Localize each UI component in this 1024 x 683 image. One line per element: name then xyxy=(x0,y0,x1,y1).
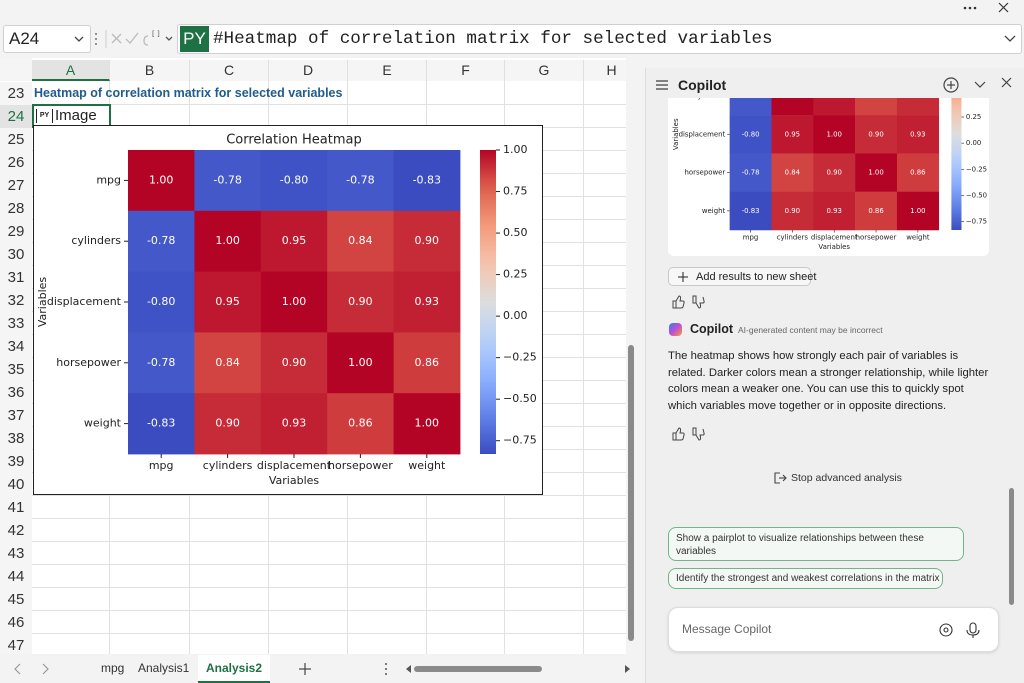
input-placeholder: Message Copilot xyxy=(682,622,772,636)
row-number: 25 xyxy=(0,127,32,151)
add-results-button[interactable]: Add results to new sheet xyxy=(668,267,816,286)
column-header[interactable]: C xyxy=(190,60,269,81)
row-number: 33 xyxy=(0,311,32,335)
row-number: 41 xyxy=(0,495,32,519)
sheet-tab-bar: mpg Analysis1 Analysis2 xyxy=(0,655,640,683)
python-badge: PY xyxy=(180,26,209,52)
result-image-card xyxy=(668,98,989,256)
grid-line xyxy=(32,517,626,519)
add-sheet[interactable] xyxy=(297,661,313,677)
column-header[interactable]: B xyxy=(110,60,190,81)
column-header[interactable]: F xyxy=(427,60,505,81)
grid-line xyxy=(32,586,626,588)
suggestion[interactable]: Show a pairplot to visualize relationshi… xyxy=(668,527,964,561)
chevron xyxy=(74,36,84,42)
row-number: 23 xyxy=(0,81,32,105)
row-number: 46 xyxy=(0,610,32,634)
row-number: 36 xyxy=(0,380,32,404)
stop-text: Stop advanced analysis xyxy=(791,472,902,484)
row-number: 34 xyxy=(0,334,32,358)
sheet-tab[interactable]: mpg xyxy=(101,661,125,675)
active-cell[interactable]: PY Image xyxy=(32,104,111,127)
assistant-name: Copilot xyxy=(690,322,734,336)
row-number: 31 xyxy=(0,265,32,289)
pane-scroll-thumb[interactable] xyxy=(1009,488,1014,605)
formula-box[interactable]: PY #Heatmap of correlation matrix for se… xyxy=(177,24,1022,54)
scroll-thumb[interactable] xyxy=(628,345,634,641)
cell-text: Image xyxy=(55,107,97,124)
grid-line xyxy=(32,494,626,496)
grid-line xyxy=(32,632,626,634)
title-cell: Heatmap of correlation matrix for select… xyxy=(34,86,343,100)
python-icon: PY xyxy=(36,109,53,123)
column-header[interactable]: G xyxy=(505,60,584,81)
row-number: 32 xyxy=(0,288,32,312)
pane-controls[interactable] xyxy=(941,74,1016,96)
row-number: 29 xyxy=(0,219,32,243)
tab-arrows[interactable] xyxy=(10,663,55,675)
cell-label: -0.83 xyxy=(909,54,927,62)
vertical-scrollbar[interactable] xyxy=(626,58,636,654)
window-controls xyxy=(963,2,1009,13)
message-input[interactable]: Message Copilot xyxy=(668,607,999,652)
row-number: 43 xyxy=(0,541,32,565)
grid-line xyxy=(32,609,626,611)
assistant-message: The heatmap shows how strongly each pair… xyxy=(668,350,989,412)
row-number: 37 xyxy=(0,403,32,427)
sheet-tab[interactable]: Analysis1 xyxy=(138,661,190,675)
chart-frame xyxy=(33,125,543,495)
row-number: 38 xyxy=(0,426,32,450)
column-header[interactable]: A xyxy=(32,60,110,81)
pane-title: Copilot xyxy=(678,77,727,93)
formula-icons: [ ] xyxy=(95,30,173,48)
copilot-pane: Copilot Add results to new sheet Copilot… xyxy=(645,68,1024,683)
row-number: 27 xyxy=(0,173,32,197)
stop-icon xyxy=(774,472,787,484)
cell-label: -0.80 xyxy=(825,54,843,62)
column-header[interactable]: H xyxy=(584,60,626,81)
row-number: 44 xyxy=(0,564,32,588)
column-header[interactable]: D xyxy=(269,60,348,81)
grid-line xyxy=(32,563,626,565)
horizontal-scrollbar[interactable] xyxy=(380,661,630,677)
row-number: 24 xyxy=(0,104,34,128)
y-tick-label: mpg xyxy=(710,54,726,62)
name-box-text: A24 xyxy=(9,29,40,48)
formula-text: #Heatmap of correlation matrix for selec… xyxy=(213,29,773,49)
row-number: 26 xyxy=(0,150,32,174)
feedback-icons[interactable] xyxy=(671,295,707,309)
row-number: 47 xyxy=(0,633,32,654)
grid-line xyxy=(583,81,584,654)
row-number: 28 xyxy=(0,196,32,220)
disclaimer: AI-generated content may be incorrect xyxy=(738,325,883,335)
grid-line xyxy=(32,540,626,542)
row-number: 42 xyxy=(0,518,32,542)
row-number: 35 xyxy=(0,357,32,381)
column-header[interactable]: E xyxy=(348,60,427,81)
name-box[interactable]: A24 xyxy=(3,25,91,53)
svg-text:[ ]: [ ] xyxy=(152,30,160,38)
cell-label: -0.78 xyxy=(867,54,885,62)
grid-line xyxy=(32,103,626,105)
row-number: 39 xyxy=(0,449,32,473)
copilot-logo xyxy=(669,323,682,336)
row-number: 30 xyxy=(0,242,32,266)
row-number: 40 xyxy=(0,472,32,496)
add-results-text: Add results to new sheet xyxy=(696,271,817,283)
corner xyxy=(0,58,32,81)
suggestion[interactable]: Identify the strongest and weakest corre… xyxy=(668,568,943,589)
cell-label: 1.00 xyxy=(743,54,758,62)
expand-chevron xyxy=(1004,35,1016,42)
row-number: 45 xyxy=(0,587,32,611)
sheet-tab[interactable]: Analysis2 xyxy=(198,655,271,683)
plus-icon xyxy=(678,272,688,282)
menu-icon[interactable] xyxy=(655,79,669,91)
feedback-icons[interactable] xyxy=(671,427,707,441)
input-icons[interactable] xyxy=(937,621,982,639)
cell-label: -0.78 xyxy=(783,54,801,62)
